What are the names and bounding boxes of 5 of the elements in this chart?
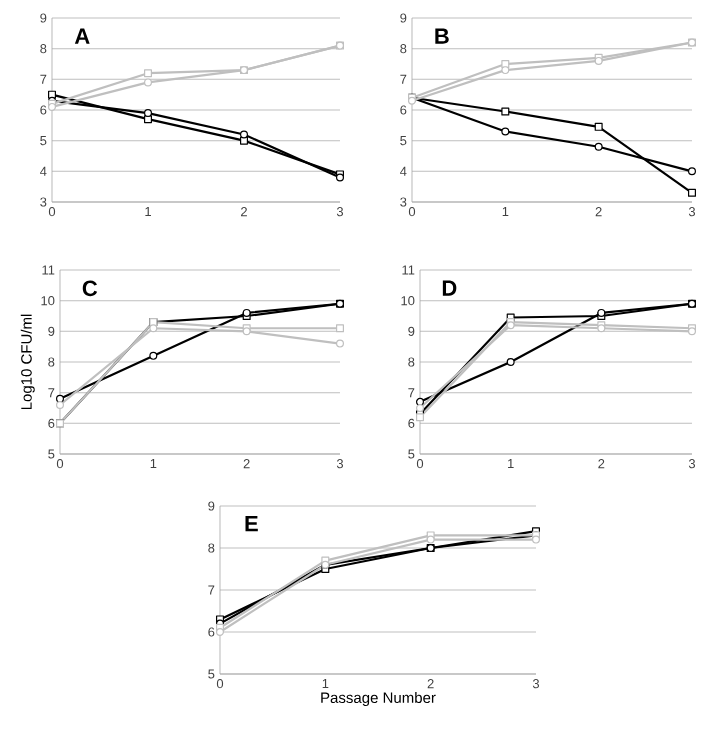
chart-title: C: [82, 280, 98, 297]
chart-title: A: [74, 28, 90, 44]
chart-title: D: [442, 280, 457, 296]
chart-title: E: [245, 516, 258, 532]
chart-title: B: [435, 28, 449, 44]
